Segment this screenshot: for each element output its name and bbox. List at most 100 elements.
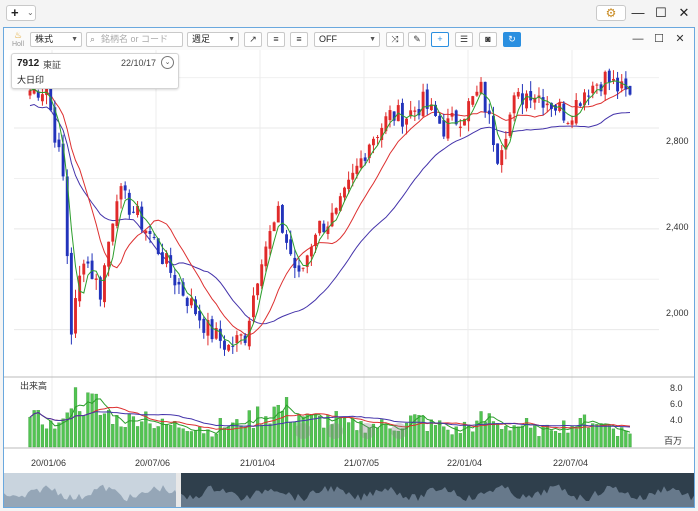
align-left-button[interactable]: ≡ xyxy=(267,32,285,47)
volume-bar xyxy=(119,426,123,448)
volume-bar xyxy=(185,431,189,448)
refresh-button[interactable]: ↻ xyxy=(503,32,521,47)
chevron-down-icon[interactable]: ⌄ xyxy=(161,56,174,69)
volume-bar xyxy=(620,427,624,448)
volume-bar xyxy=(189,431,193,448)
volume-bar xyxy=(115,415,119,448)
volume-bar xyxy=(388,428,392,448)
volume-bar xyxy=(169,424,173,448)
volume-bar xyxy=(587,427,591,448)
candle xyxy=(28,90,32,96)
zoom-controls[interactable] xyxy=(295,423,407,439)
candle xyxy=(508,114,512,136)
pane-restore-button[interactable]: ☐ xyxy=(654,33,664,45)
app-topbar: + ⌄ ⚙ — ☐ ✕ xyxy=(0,0,698,26)
candle xyxy=(392,111,396,121)
minimize-button[interactable]: — xyxy=(631,5,645,20)
volume-bar xyxy=(73,387,78,448)
candle xyxy=(446,118,450,139)
indicator-select[interactable]: OFF ▼ xyxy=(314,32,380,47)
candle xyxy=(314,234,317,247)
volume-bar xyxy=(206,429,210,448)
draw-button[interactable]: ✎ xyxy=(408,32,426,47)
moving-average-short xyxy=(29,80,631,347)
price-volume-chart[interactable]: 2,800 2,400 2,000 出来高 8.0 6.0 4.0 百万 20/… xyxy=(4,50,694,473)
volume-bar xyxy=(135,426,140,448)
volume-bar xyxy=(582,414,587,448)
candle xyxy=(467,101,471,122)
volume-bar xyxy=(131,416,136,448)
candle xyxy=(367,144,371,159)
volume-bar xyxy=(516,426,520,448)
add-menu-button[interactable]: + ⌄ xyxy=(6,5,36,21)
volume-bar xyxy=(218,418,222,448)
search-icon: ⌕ xyxy=(90,34,96,44)
crosshair-button[interactable]: + xyxy=(431,32,449,47)
shuffle-button[interactable]: ⤨ xyxy=(386,32,404,47)
maximize-button[interactable]: ☐ xyxy=(655,5,667,20)
symbol-search-input[interactable]: ⌕ 銘柄名 or コード xyxy=(86,32,183,47)
candle xyxy=(500,150,504,166)
volume-bar xyxy=(413,414,417,448)
volume-bar xyxy=(231,422,235,448)
candle xyxy=(413,110,417,112)
candle xyxy=(417,109,421,116)
period-select[interactable]: 週足 ▼ xyxy=(187,32,239,47)
volume-bar xyxy=(607,425,611,448)
candle xyxy=(65,176,69,257)
candle xyxy=(388,110,392,121)
list-button[interactable]: ☰ xyxy=(455,32,473,47)
volume-bar xyxy=(160,418,165,448)
volume-bar xyxy=(247,410,251,448)
candle xyxy=(127,192,131,215)
chart-toolbar: ♨ Holl 株式 ▼ ⌕ 銘柄名 or コード 週足 ▼ ↗ ≡ ≡ OFF ▼ ⤨ ✎… xyxy=(4,28,694,50)
volume-bar xyxy=(202,433,206,448)
volume-bar xyxy=(371,423,376,448)
candle xyxy=(264,246,268,267)
trend-line-button[interactable]: ↗ xyxy=(244,32,262,47)
volume-bar xyxy=(177,427,181,448)
volume-bar xyxy=(301,416,305,448)
volume-bar xyxy=(40,424,45,448)
candle xyxy=(49,88,53,111)
market-type-select[interactable]: 株式 ▼ xyxy=(30,32,82,47)
volume-bar xyxy=(524,418,529,448)
candle xyxy=(223,340,226,350)
volume-bar xyxy=(260,424,264,448)
candle xyxy=(463,118,466,126)
align-right-button[interactable]: ≡ xyxy=(290,32,308,47)
volume-ma-mid xyxy=(29,406,631,431)
candle xyxy=(475,91,479,96)
moving-average-mid xyxy=(29,87,631,336)
candle xyxy=(165,253,168,264)
volume-bar xyxy=(425,431,429,448)
candle xyxy=(363,157,367,161)
candle xyxy=(57,139,61,148)
volume-bar xyxy=(57,422,61,448)
volume-bar xyxy=(545,424,549,448)
pane-close-button[interactable]: ✕ xyxy=(675,33,685,45)
close-button[interactable]: ✕ xyxy=(678,5,690,20)
volume-bar xyxy=(417,415,421,448)
candle xyxy=(152,236,156,238)
candle xyxy=(90,260,94,279)
volume-bar xyxy=(28,417,32,448)
chart-area[interactable]: 2,800 2,400 2,000 出来高 8.0 6.0 4.0 百万 20/… xyxy=(4,50,694,473)
settings-button[interactable]: ⚙ xyxy=(596,5,626,21)
volume-bar xyxy=(69,408,73,448)
candle xyxy=(115,201,119,226)
x-axis-label: 22/01/04 xyxy=(447,458,482,468)
overview-navigator[interactable] xyxy=(4,473,694,507)
volume-bar xyxy=(404,422,409,448)
camera-button[interactable]: ◙ xyxy=(479,32,497,47)
pane-minimize-button[interactable]: — xyxy=(632,33,644,45)
candle xyxy=(36,91,40,98)
volume-bar xyxy=(578,418,582,448)
chevron-down-icon: ▼ xyxy=(228,36,235,43)
volume-bar xyxy=(289,422,293,448)
chevron-down-icon: ▼ xyxy=(71,36,78,43)
volume-bar xyxy=(152,428,156,448)
candle xyxy=(566,123,570,125)
candle xyxy=(285,234,288,243)
volume-bar xyxy=(628,433,632,448)
